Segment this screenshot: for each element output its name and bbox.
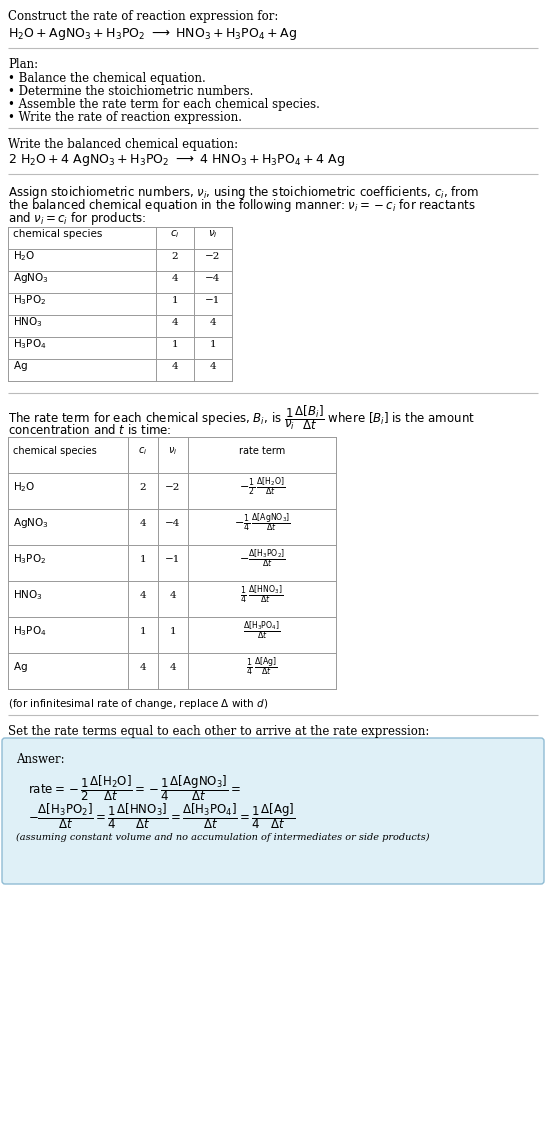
Text: 4: 4: [171, 273, 179, 282]
Text: 1: 1: [171, 339, 179, 348]
Text: 4: 4: [171, 318, 179, 327]
Text: $-\frac{\Delta[\mathrm{H_3PO_2}]}{\Delta t}$: $-\frac{\Delta[\mathrm{H_3PO_2}]}{\Delta…: [239, 547, 286, 570]
Text: $c_i$: $c_i$: [170, 228, 180, 240]
Text: $\mathrm{AgNO_3}$: $\mathrm{AgNO_3}$: [13, 516, 49, 530]
Text: and $\nu_i = c_i$ for products:: and $\nu_i = c_i$ for products:: [8, 211, 146, 226]
Text: $\mathrm{HNO_3}$: $\mathrm{HNO_3}$: [13, 315, 43, 329]
Text: $\mathrm{H_2O}$: $\mathrm{H_2O}$: [13, 480, 35, 494]
Text: Write the balanced chemical equation:: Write the balanced chemical equation:: [8, 138, 238, 151]
Text: chemical species: chemical species: [13, 446, 97, 456]
Text: −4: −4: [205, 273, 221, 282]
Text: $\mathrm{Ag}$: $\mathrm{Ag}$: [13, 358, 28, 373]
Text: −2: −2: [205, 251, 221, 261]
FancyBboxPatch shape: [2, 739, 544, 884]
Text: $\mathrm{HNO_3}$: $\mathrm{HNO_3}$: [13, 588, 43, 602]
Text: $\frac{1}{4}\,\frac{\Delta[\mathrm{Ag}]}{\Delta t}$: $\frac{1}{4}\,\frac{\Delta[\mathrm{Ag}]}…: [246, 655, 278, 678]
Text: • Determine the stoichiometric numbers.: • Determine the stoichiometric numbers.: [8, 85, 253, 98]
Text: $\frac{1}{4}\,\frac{\Delta[\mathrm{HNO_3}]}{\Delta t}$: $\frac{1}{4}\,\frac{\Delta[\mathrm{HNO_3…: [240, 584, 283, 607]
Text: • Assemble the rate term for each chemical species.: • Assemble the rate term for each chemic…: [8, 98, 320, 112]
Text: 1: 1: [210, 339, 216, 348]
Text: −4: −4: [165, 519, 181, 528]
Text: 4: 4: [140, 519, 146, 528]
Text: 4: 4: [210, 362, 216, 371]
Text: (assuming constant volume and no accumulation of intermediates or side products): (assuming constant volume and no accumul…: [16, 833, 430, 842]
Text: Plan:: Plan:: [8, 58, 38, 71]
Text: $\nu_i$: $\nu_i$: [168, 445, 177, 456]
Text: $\mathrm{H_3PO_4}$: $\mathrm{H_3PO_4}$: [13, 624, 46, 638]
Text: $\mathrm{AgNO_3}$: $\mathrm{AgNO_3}$: [13, 271, 49, 284]
Text: $\mathrm{H_3PO_4}$: $\mathrm{H_3PO_4}$: [13, 337, 46, 351]
Text: 1: 1: [140, 554, 146, 563]
Text: 4: 4: [170, 662, 176, 671]
Text: $\mathrm{2\ H_2O + 4\ AgNO_3 + H_3PO_2 \ \longrightarrow \ 4\ HNO_3 + H_3PO_4 + : $\mathrm{2\ H_2O + 4\ AgNO_3 + H_3PO_2 \…: [8, 152, 345, 168]
Text: 4: 4: [170, 591, 176, 600]
Text: 4: 4: [140, 591, 146, 600]
Text: 2: 2: [171, 251, 179, 261]
Text: $-\dfrac{\Delta[\mathrm{H_3PO_2}]}{\Delta t} = \dfrac{1}{4}\dfrac{\Delta[\mathrm: $-\dfrac{\Delta[\mathrm{H_3PO_2}]}{\Delt…: [28, 801, 295, 831]
Text: $\nu_i$: $\nu_i$: [208, 228, 218, 240]
Text: rate term: rate term: [239, 446, 285, 456]
Text: $-\frac{1}{2}\,\frac{\Delta[\mathrm{H_2O}]}{\Delta t}$: $-\frac{1}{2}\,\frac{\Delta[\mathrm{H_2O…: [239, 476, 286, 498]
Text: Construct the rate of reaction expression for:: Construct the rate of reaction expressio…: [8, 10, 278, 23]
Text: • Write the rate of reaction expression.: • Write the rate of reaction expression.: [8, 112, 242, 124]
Text: Set the rate terms equal to each other to arrive at the rate expression:: Set the rate terms equal to each other t…: [8, 725, 429, 739]
Text: the balanced chemical equation in the following manner: $\nu_i = -c_i$ for react: the balanced chemical equation in the fo…: [8, 197, 476, 214]
Text: 1: 1: [140, 627, 146, 635]
Text: $-\frac{1}{4}\,\frac{\Delta[\mathrm{AgNO_3}]}{\Delta t}$: $-\frac{1}{4}\,\frac{\Delta[\mathrm{AgNO…: [234, 512, 290, 535]
Text: 4: 4: [171, 362, 179, 371]
Text: $\mathrm{H_2O}$: $\mathrm{H_2O}$: [13, 249, 35, 263]
Text: (for infinitesimal rate of change, replace Δ with $d$): (for infinitesimal rate of change, repla…: [8, 696, 268, 711]
Text: $\mathrm{Ag}$: $\mathrm{Ag}$: [13, 660, 28, 674]
Text: chemical species: chemical species: [13, 229, 103, 239]
Text: concentration and $t$ is time:: concentration and $t$ is time:: [8, 423, 171, 437]
Text: 4: 4: [140, 662, 146, 671]
Text: 1: 1: [171, 296, 179, 305]
Text: −1: −1: [205, 296, 221, 305]
Text: −2: −2: [165, 483, 181, 492]
Text: $c_i$: $c_i$: [138, 445, 147, 456]
Text: 2: 2: [140, 483, 146, 492]
Text: The rate term for each chemical species, $B_i$, is $\dfrac{1}{\nu_i}\dfrac{\Delt: The rate term for each chemical species,…: [8, 403, 475, 432]
Text: • Balance the chemical equation.: • Balance the chemical equation.: [8, 72, 206, 85]
Text: $\frac{\Delta[\mathrm{H_3PO_4}]}{\Delta t}$: $\frac{\Delta[\mathrm{H_3PO_4}]}{\Delta …: [243, 619, 281, 643]
Text: $\mathrm{rate} = -\dfrac{1}{2}\dfrac{\Delta[\mathrm{H_2O}]}{\Delta t} = -\dfrac{: $\mathrm{rate} = -\dfrac{1}{2}\dfrac{\De…: [28, 773, 241, 802]
Text: Answer:: Answer:: [16, 753, 64, 766]
Text: −1: −1: [165, 554, 181, 563]
Text: Assign stoichiometric numbers, $\nu_i$, using the stoichiometric coefficients, $: Assign stoichiometric numbers, $\nu_i$, …: [8, 184, 479, 201]
Text: $\mathrm{H_3PO_2}$: $\mathrm{H_3PO_2}$: [13, 552, 46, 566]
Text: $\mathrm{H_2O + AgNO_3 + H_3PO_2 \ \longrightarrow \ HNO_3 + H_3PO_4 + Ag}$: $\mathrm{H_2O + AgNO_3 + H_3PO_2 \ \long…: [8, 26, 297, 42]
Text: 1: 1: [170, 627, 176, 635]
Text: 4: 4: [210, 318, 216, 327]
Text: $\mathrm{H_3PO_2}$: $\mathrm{H_3PO_2}$: [13, 294, 46, 307]
